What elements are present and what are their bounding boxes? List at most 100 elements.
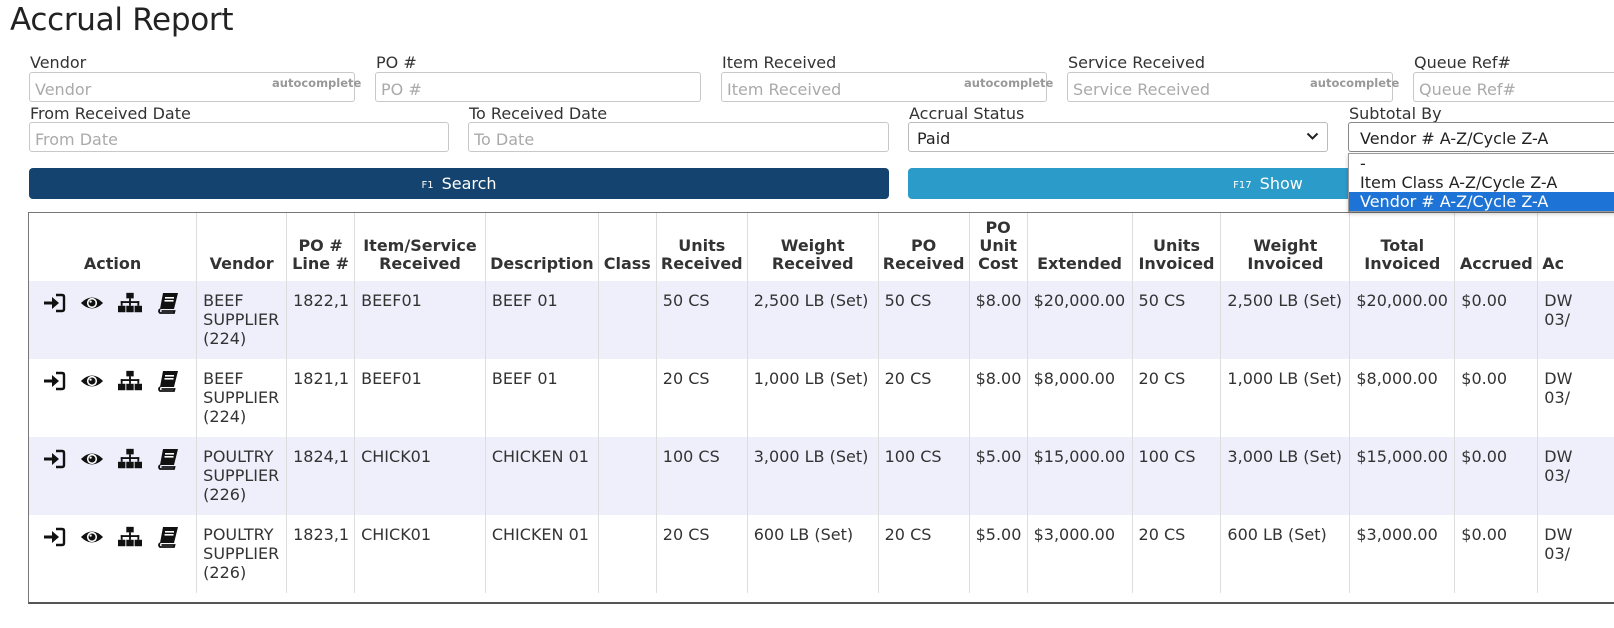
show-button-label: Show xyxy=(1259,174,1303,193)
sign-in-icon[interactable] xyxy=(42,527,66,547)
col-units-invoiced: Units Invoiced xyxy=(1132,213,1222,281)
item-received-label: Item Received xyxy=(722,53,837,72)
cell-item: BEEF01 xyxy=(354,359,486,437)
cell-units-invoiced: 50 CS xyxy=(1132,281,1222,359)
cell-ac: DW 03/ xyxy=(1537,437,1614,515)
cell-units-invoiced: 100 CS xyxy=(1132,437,1222,515)
cell-ac: DW 03/ xyxy=(1537,359,1614,437)
sitemap-icon[interactable] xyxy=(118,448,142,469)
eye-icon[interactable] xyxy=(80,527,104,547)
subtotal-option-item-class[interactable]: Item Class A-Z/Cycle Z-A xyxy=(1360,173,1558,192)
book-icon[interactable] xyxy=(156,527,180,548)
cell-po-unit-cost: $8.00 xyxy=(969,359,1028,437)
cell-po-unit-cost: $5.00 xyxy=(969,437,1028,515)
subtotal-by-select[interactable]: Vendor # A-Z/Cycle Z-A xyxy=(1348,122,1614,152)
vendor-autocomplete-tag: autocomplete xyxy=(272,76,362,90)
item-received-input[interactable] xyxy=(721,72,1047,102)
from-date-input[interactable] xyxy=(29,122,449,152)
chevron-down-icon xyxy=(1306,129,1319,146)
cell-po-received: 50 CS xyxy=(878,281,970,359)
cell-po-unit-cost: $5.00 xyxy=(969,515,1028,593)
cell-po-line: 1824,1 xyxy=(286,437,356,515)
cell-description: CHICKEN 01 xyxy=(485,437,599,515)
cell-weight-received: 600 LB (Set) xyxy=(747,515,879,593)
table-row: BEEF SUPPLIER (224) 1822,1 BEEF01 BEEF 01 … xyxy=(29,281,1614,359)
col-class: Class xyxy=(598,213,657,281)
cell-weight-received: 1,000 LB (Set) xyxy=(747,359,879,437)
sign-in-icon[interactable] xyxy=(42,371,66,391)
subtotal-by-options[interactable]: - Item Class A-Z/Cycle Z-A Vendor # A-Z/… xyxy=(1348,153,1614,212)
book-icon[interactable] xyxy=(156,293,180,314)
col-po-line: PO # Line # xyxy=(286,213,356,281)
service-received-input[interactable] xyxy=(1067,72,1393,102)
to-date-input[interactable] xyxy=(468,122,889,152)
cell-extended: $3,000.00 xyxy=(1027,515,1133,593)
cell-accrued: $0.00 xyxy=(1454,359,1539,437)
eye-icon[interactable] xyxy=(80,449,104,469)
cell-vendor: POULTRY SUPPLIER (226) xyxy=(196,515,288,593)
book-icon[interactable] xyxy=(156,371,180,392)
sitemap-icon[interactable] xyxy=(118,526,142,547)
col-ac: Ac xyxy=(1537,213,1614,281)
col-extended: Extended xyxy=(1027,213,1133,281)
sign-in-icon[interactable] xyxy=(42,293,66,313)
cell-units-received: 20 CS xyxy=(656,359,748,437)
sitemap-icon[interactable] xyxy=(118,292,142,313)
queue-ref-label: Queue Ref# xyxy=(1414,53,1511,72)
from-date-label: From Received Date xyxy=(30,104,191,123)
eye-icon[interactable] xyxy=(80,293,104,313)
cell-ac: DW 03/ xyxy=(1537,281,1614,359)
po-input[interactable] xyxy=(375,72,701,102)
item-autocomplete-tag: autocomplete xyxy=(964,76,1054,90)
cell-weight-invoiced: 1,000 LB (Set) xyxy=(1220,359,1351,437)
col-action: Action xyxy=(29,213,198,281)
cell-class xyxy=(598,281,657,359)
search-hotkey: F1 xyxy=(421,180,434,191)
page-title: Accrual Report xyxy=(10,2,234,38)
sitemap-icon[interactable] xyxy=(118,370,142,391)
accrual-status-value: Paid xyxy=(917,129,951,148)
col-item-service: Item/Service Received xyxy=(354,213,486,281)
col-weight-received: Weight Received xyxy=(747,213,879,281)
sign-in-icon[interactable] xyxy=(42,449,66,469)
cell-extended: $8,000.00 xyxy=(1027,359,1133,437)
cell-description: CHICKEN 01 xyxy=(485,515,599,593)
cell-item: CHICK01 xyxy=(354,437,486,515)
cell-units-invoiced: 20 CS xyxy=(1132,515,1222,593)
col-total-invoiced: Total Invoiced xyxy=(1349,213,1456,281)
cell-weight-invoiced: 600 LB (Set) xyxy=(1220,515,1351,593)
book-icon[interactable] xyxy=(156,449,180,470)
col-units-received: Units Received xyxy=(656,213,748,281)
eye-icon[interactable] xyxy=(80,371,104,391)
cell-vendor: POULTRY SUPPLIER (226) xyxy=(196,437,288,515)
cell-accrued: $0.00 xyxy=(1454,281,1539,359)
table-header-row: Action Vendor PO # Line # Item/Service Rec… xyxy=(29,213,1614,281)
subtotal-option-vendor[interactable]: Vendor # A-Z/Cycle Z-A xyxy=(1349,192,1614,211)
subtotal-option-none[interactable]: - xyxy=(1360,154,1366,173)
cell-ac: DW 03/ xyxy=(1537,515,1614,593)
cell-po-line: 1822,1 xyxy=(286,281,356,359)
cell-po-line: 1823,1 xyxy=(286,515,356,593)
service-received-label: Service Received xyxy=(1068,53,1206,72)
cell-po-unit-cost: $8.00 xyxy=(969,281,1028,359)
subtotal-by-value: Vendor # A-Z/Cycle Z-A xyxy=(1360,129,1549,148)
cell-units-received: 50 CS xyxy=(656,281,748,359)
search-button[interactable]: F1 Search xyxy=(29,168,889,199)
cell-weight-invoiced: 2,500 LB (Set) xyxy=(1220,281,1351,359)
col-po-unit-cost: PO Unit Cost xyxy=(969,213,1028,281)
queue-ref-input[interactable] xyxy=(1413,72,1614,102)
cell-units-invoiced: 20 CS xyxy=(1132,359,1222,437)
cell-class xyxy=(598,359,657,437)
cell-description: BEEF 01 xyxy=(485,281,599,359)
vendor-input[interactable] xyxy=(29,72,355,102)
cell-item: BEEF01 xyxy=(354,281,486,359)
cell-total-invoiced: $8,000.00 xyxy=(1349,359,1456,437)
cell-po-received: 20 CS xyxy=(878,359,970,437)
cell-accrued: $0.00 xyxy=(1454,437,1539,515)
cell-units-received: 100 CS xyxy=(656,437,748,515)
cell-class xyxy=(598,515,657,593)
vendor-label: Vendor xyxy=(30,53,87,72)
service-autocomplete-tag: autocomplete xyxy=(1310,76,1400,90)
accrual-status-select[interactable]: Paid xyxy=(908,122,1328,152)
cell-item: CHICK01 xyxy=(354,515,486,593)
